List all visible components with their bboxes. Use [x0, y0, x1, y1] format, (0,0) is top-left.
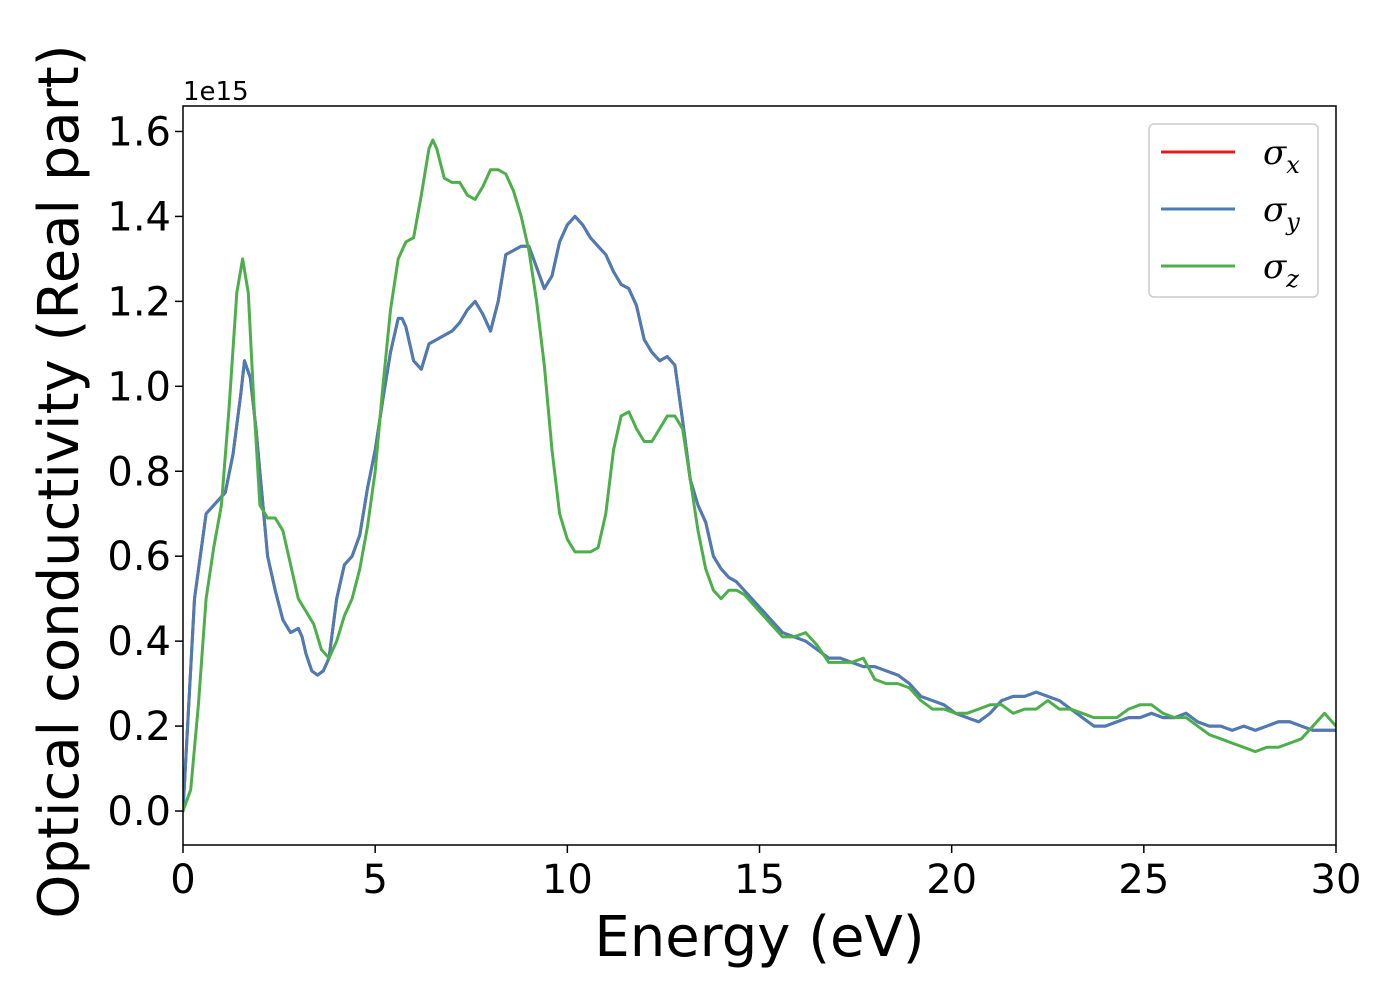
y-tick-label: 0.8 — [107, 449, 171, 495]
x-axis: 0 5 10 15 20 25 30 — [170, 845, 1361, 903]
series-line-sigma-z — [183, 138, 1336, 813]
x-tick-label: 10 — [542, 857, 593, 903]
series-line-sigma-y — [183, 214, 1336, 813]
x-tick-label: 5 — [362, 857, 387, 903]
plot-lines — [183, 138, 1336, 813]
y-axis-label: Optical conductivity (Real part) — [27, 44, 92, 918]
x-tick-label: 25 — [1118, 857, 1169, 903]
y-tick-label: 1.6 — [107, 109, 171, 155]
y-tick-label: 1.0 — [107, 364, 171, 410]
y-tick-label: 1.2 — [107, 279, 171, 325]
x-tick-label: 30 — [1311, 857, 1362, 903]
y-tick-label: 0.2 — [107, 704, 171, 750]
y-axis: 0.0 0.2 0.4 0.6 0.8 1.0 1.2 1.4 1.6 — [107, 109, 183, 835]
x-tick-label: 15 — [734, 857, 785, 903]
x-axis-label: Energy (eV) — [594, 905, 924, 970]
series-line-sigma-x — [183, 214, 1336, 813]
x-tick-label: 0 — [170, 857, 195, 903]
y-tick-label: 1.4 — [107, 194, 171, 240]
y-tick-label: 0.6 — [107, 534, 171, 580]
x-tick-label: 20 — [926, 857, 977, 903]
y-tick-label: 0.0 — [107, 789, 171, 835]
y-tick-label: 0.4 — [107, 619, 171, 665]
y-offset-label: 1e15 — [183, 77, 249, 107]
